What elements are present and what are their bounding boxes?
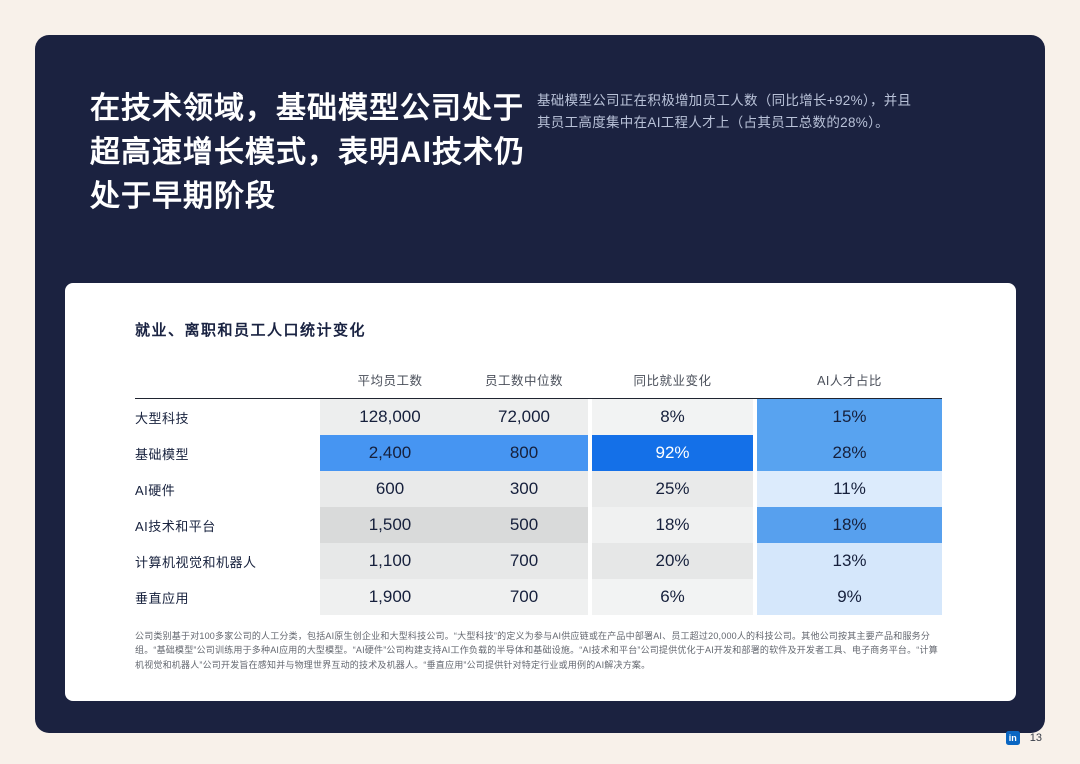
cell-ai-talent-share: 28% bbox=[757, 435, 942, 471]
slide-headline: 在技术领域，基础模型公司处于 超高速增长模式，表明AI技术仍 处于早期阶段 bbox=[90, 92, 525, 214]
cell-median-employees: 700 bbox=[460, 579, 588, 615]
employment-table: 平均员工数 员工数中位数 同比就业变化 AI人才占比 大型科技 128,000 … bbox=[135, 364, 942, 615]
table-row: 基础模型 2,400 800 92% 28% bbox=[135, 435, 942, 471]
cell-avg-employees: 1,500 bbox=[320, 507, 460, 543]
col-header-median-employees: 员工数中位数 bbox=[484, 374, 563, 388]
table-row: 大型科技 128,000 72,000 8% 15% bbox=[135, 399, 942, 435]
cell-median-employees: 500 bbox=[460, 507, 588, 543]
col-header-ai-talent-share: AI人才占比 bbox=[817, 374, 882, 388]
cell-yoy-change: 18% bbox=[592, 507, 753, 543]
cell-yoy-change: 20% bbox=[592, 543, 753, 579]
page-number: 13 bbox=[1029, 732, 1042, 744]
cell-avg-employees: 1,100 bbox=[320, 543, 460, 579]
cell-ai-talent-share: 13% bbox=[757, 543, 942, 579]
table-title: 就业、离职和员工人口统计变化 bbox=[135, 322, 367, 339]
cell-median-employees: 72,000 bbox=[460, 399, 588, 435]
cell-avg-employees: 2,400 bbox=[320, 435, 460, 471]
cell-ai-talent-share: 9% bbox=[757, 579, 942, 615]
cell-avg-employees: 128,000 bbox=[320, 399, 460, 435]
page-footer: in 13 bbox=[1005, 731, 1042, 745]
slide-card: 在技术领域，基础模型公司处于 超高速增长模式，表明AI技术仍 处于早期阶段 基础… bbox=[35, 35, 1045, 733]
col-header-yoy-change: 同比就业变化 bbox=[633, 374, 712, 388]
row-label: 计算机视觉和机器人 bbox=[135, 554, 257, 570]
table-footnote: 公司类别基于对100多家公司的人工分类，包括AI原生创企业和大型科技公司。“大型… bbox=[135, 631, 938, 670]
table-body: 大型科技 128,000 72,000 8% 15% 基础模型 2,400 80… bbox=[135, 399, 942, 615]
cell-median-employees: 300 bbox=[460, 471, 588, 507]
cell-yoy-change: 25% bbox=[592, 471, 753, 507]
cell-median-employees: 700 bbox=[460, 543, 588, 579]
table-header-row: 平均员工数 员工数中位数 同比就业变化 AI人才占比 bbox=[135, 364, 942, 399]
cell-yoy-change: 92% bbox=[592, 435, 753, 471]
cell-median-employees: 800 bbox=[460, 435, 588, 471]
cell-yoy-change: 6% bbox=[592, 579, 753, 615]
cell-ai-talent-share: 18% bbox=[757, 507, 942, 543]
cell-avg-employees: 1,900 bbox=[320, 579, 460, 615]
table-row: 垂直应用 1,900 700 6% 9% bbox=[135, 579, 942, 615]
col-header-avg-employees: 平均员工数 bbox=[357, 374, 423, 388]
cell-avg-employees: 600 bbox=[320, 471, 460, 507]
row-label: 大型科技 bbox=[135, 410, 190, 426]
row-label: 基础模型 bbox=[135, 446, 190, 462]
table-row: AI技术和平台 1,500 500 18% 18% bbox=[135, 507, 942, 543]
table-row: AI硬件 600 300 25% 11% bbox=[135, 471, 942, 507]
table-header-spacer bbox=[135, 389, 320, 398]
slide-side-note: 基础模型公司正在积极增加员工人数（同比增长+92%），并且其员工高度集中在AI工… bbox=[537, 93, 912, 131]
linkedin-logo-icon: in bbox=[1005, 731, 1020, 745]
cell-ai-talent-share: 15% bbox=[757, 399, 942, 435]
row-label: AI技术和平台 bbox=[135, 518, 216, 534]
row-label: 垂直应用 bbox=[135, 590, 190, 606]
table-card: 就业、离职和员工人口统计变化 平均员工数 员工数中位数 同比就业变化 AI人才占… bbox=[65, 283, 1016, 701]
row-label: AI硬件 bbox=[135, 482, 176, 498]
table-row: 计算机视觉和机器人 1,100 700 20% 13% bbox=[135, 543, 942, 579]
cell-ai-talent-share: 11% bbox=[757, 471, 942, 507]
cell-yoy-change: 8% bbox=[592, 399, 753, 435]
